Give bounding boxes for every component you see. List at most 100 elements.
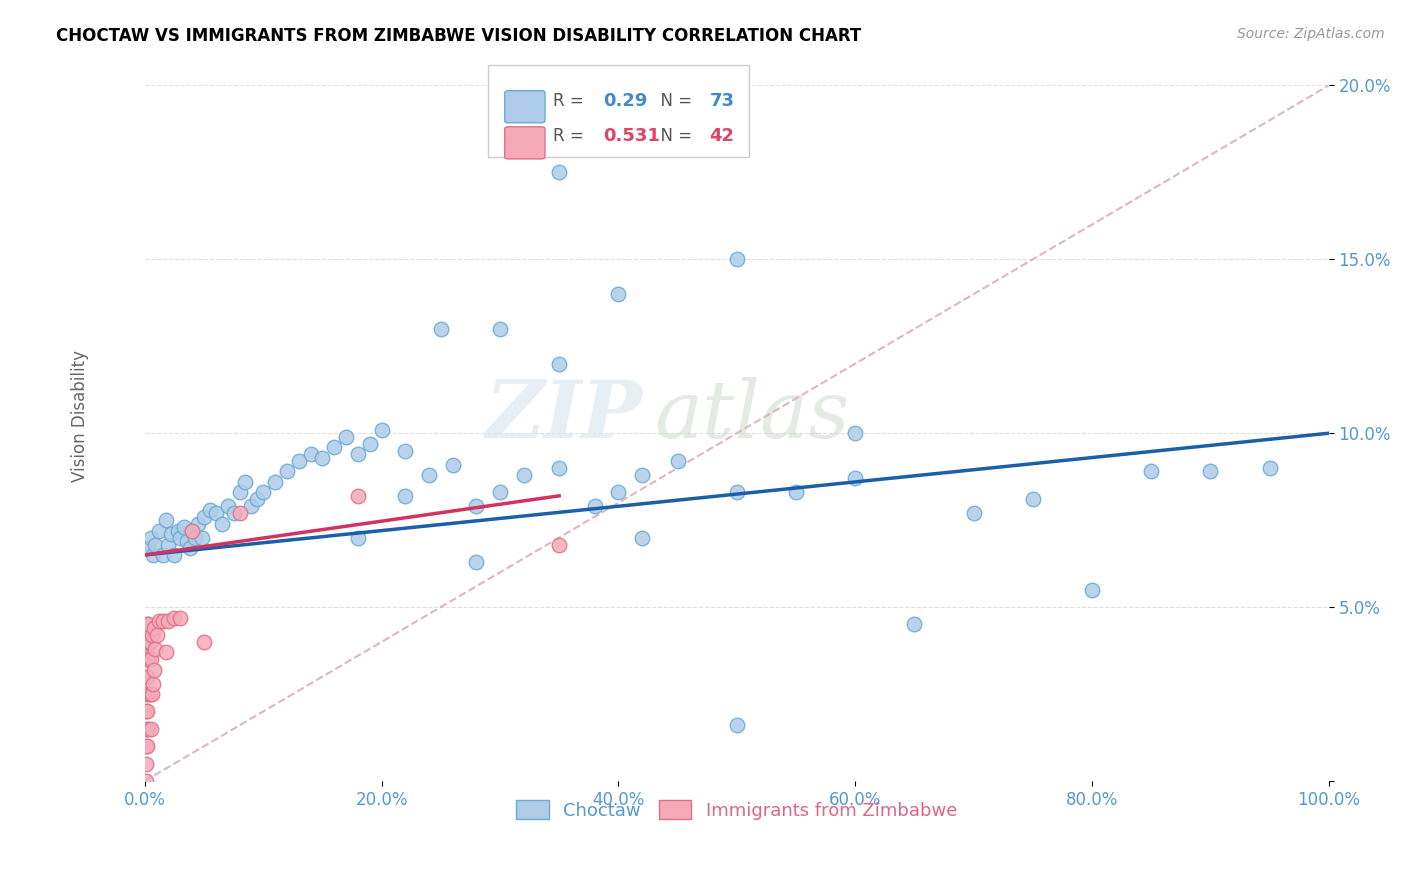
- Point: [583, 500, 606, 514]
- Point: [359, 436, 381, 450]
- Point: [235, 475, 257, 489]
- Point: [725, 252, 748, 267]
- Text: R =: R =: [554, 128, 589, 145]
- Text: N =: N =: [651, 92, 697, 110]
- Point: [138, 635, 160, 649]
- Point: [844, 426, 866, 441]
- Point: [489, 322, 512, 336]
- FancyBboxPatch shape: [505, 127, 546, 159]
- Point: [169, 610, 191, 624]
- Point: [141, 687, 163, 701]
- Point: [190, 531, 212, 545]
- Point: [179, 541, 201, 555]
- FancyBboxPatch shape: [505, 91, 546, 123]
- Point: [394, 443, 416, 458]
- Point: [347, 531, 370, 545]
- Point: [138, 687, 160, 701]
- Point: [548, 357, 571, 371]
- Point: [394, 489, 416, 503]
- Point: [139, 531, 162, 545]
- Point: [465, 500, 488, 514]
- Point: [1081, 582, 1104, 597]
- Point: [136, 635, 159, 649]
- Point: [287, 454, 309, 468]
- Point: [299, 447, 322, 461]
- Point: [725, 718, 748, 732]
- Point: [145, 628, 167, 642]
- Point: [228, 485, 250, 500]
- Text: atlas: atlas: [654, 377, 849, 455]
- Point: [347, 447, 370, 461]
- Point: [187, 516, 209, 531]
- Point: [142, 676, 165, 690]
- Point: [136, 739, 159, 754]
- Point: [145, 537, 167, 551]
- Point: [143, 621, 166, 635]
- Point: [167, 524, 190, 538]
- Point: [335, 430, 357, 444]
- Point: [246, 492, 269, 507]
- Point: [136, 617, 159, 632]
- Text: 0.29: 0.29: [603, 92, 647, 110]
- Point: [138, 687, 160, 701]
- Point: [136, 670, 159, 684]
- Point: [148, 614, 170, 628]
- Point: [465, 555, 488, 569]
- Point: [157, 537, 180, 551]
- Point: [370, 423, 392, 437]
- Point: [138, 722, 160, 736]
- Text: 42: 42: [710, 128, 734, 145]
- Point: [145, 641, 167, 656]
- Point: [217, 500, 239, 514]
- Point: [418, 467, 440, 482]
- Point: [311, 450, 333, 465]
- Point: [141, 628, 163, 642]
- Point: [441, 458, 464, 472]
- Point: [135, 628, 157, 642]
- Point: [169, 531, 191, 545]
- Point: [138, 617, 160, 632]
- Point: [725, 485, 748, 500]
- Point: [607, 485, 630, 500]
- Point: [135, 687, 157, 701]
- Point: [155, 645, 177, 659]
- Point: [228, 506, 250, 520]
- Legend: Choctaw, Immigrants from Zimbabwe: Choctaw, Immigrants from Zimbabwe: [509, 793, 965, 827]
- Text: ZIP: ZIP: [485, 377, 643, 455]
- Point: [139, 652, 162, 666]
- Point: [135, 756, 157, 771]
- Point: [135, 705, 157, 719]
- Point: [323, 440, 346, 454]
- Point: [152, 614, 174, 628]
- Point: [135, 652, 157, 666]
- Point: [163, 548, 186, 562]
- Point: [135, 641, 157, 656]
- Point: [193, 635, 215, 649]
- Text: N =: N =: [651, 128, 697, 145]
- Point: [962, 506, 984, 520]
- Point: [489, 485, 512, 500]
- Point: [198, 502, 221, 516]
- Point: [136, 705, 159, 719]
- Point: [139, 722, 162, 736]
- Point: [903, 617, 925, 632]
- Point: [1140, 465, 1163, 479]
- Point: [155, 513, 177, 527]
- Point: [1199, 465, 1222, 479]
- Point: [193, 509, 215, 524]
- Point: [135, 635, 157, 649]
- Point: [181, 524, 204, 538]
- Point: [1258, 461, 1281, 475]
- Point: [222, 506, 245, 520]
- Point: [135, 774, 157, 789]
- Point: [548, 461, 571, 475]
- Point: [135, 670, 157, 684]
- Point: [152, 548, 174, 562]
- Point: [148, 524, 170, 538]
- Point: [548, 165, 571, 179]
- Text: CHOCTAW VS IMMIGRANTS FROM ZIMBABWE VISION DISABILITY CORRELATION CHART: CHOCTAW VS IMMIGRANTS FROM ZIMBABWE VISI…: [56, 27, 862, 45]
- Point: [512, 467, 534, 482]
- Text: R =: R =: [554, 92, 589, 110]
- Y-axis label: Vision Disability: Vision Disability: [72, 350, 89, 482]
- Text: Source: ZipAtlas.com: Source: ZipAtlas.com: [1237, 27, 1385, 41]
